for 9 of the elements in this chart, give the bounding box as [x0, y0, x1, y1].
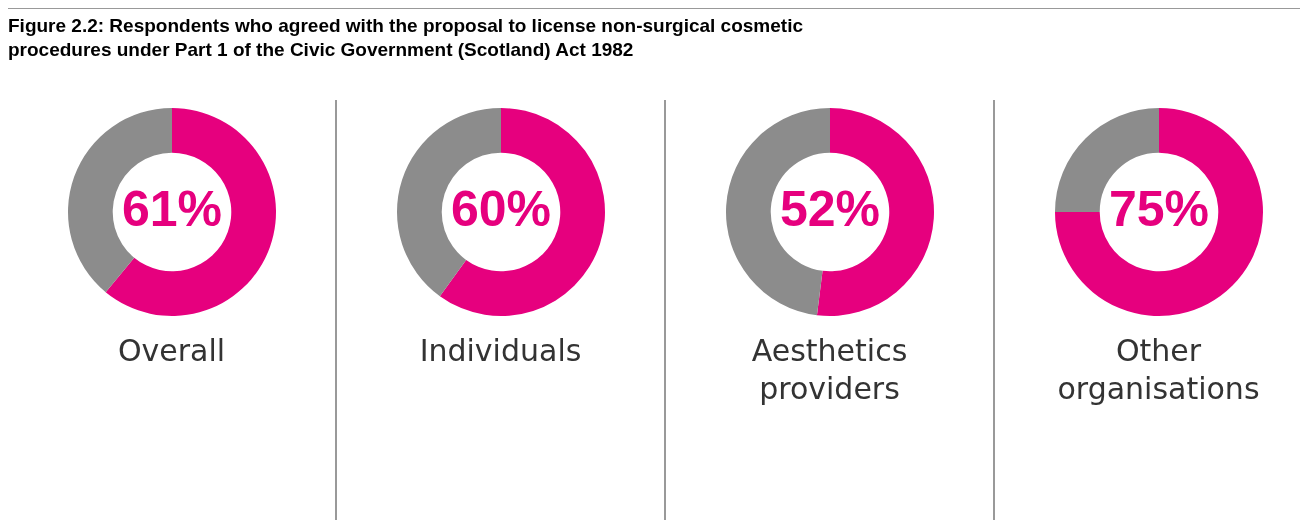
data-label: 60%	[450, 180, 551, 237]
text: Aesthetics providers	[750, 332, 909, 407]
text: Other organisations	[1056, 332, 1261, 407]
data-label: 61%	[121, 180, 222, 237]
text: Overall	[116, 332, 227, 370]
data-label: 75%	[1108, 180, 1209, 237]
text: Figure 2.2: Respondents who agreed with the proposal to license non-surgical cosmetic procedures under Part 1 of the Civic Government (Scotland) Act 1982	[8, 14, 804, 62]
text: Individuals	[418, 332, 583, 370]
data-label: 52%	[779, 180, 880, 237]
